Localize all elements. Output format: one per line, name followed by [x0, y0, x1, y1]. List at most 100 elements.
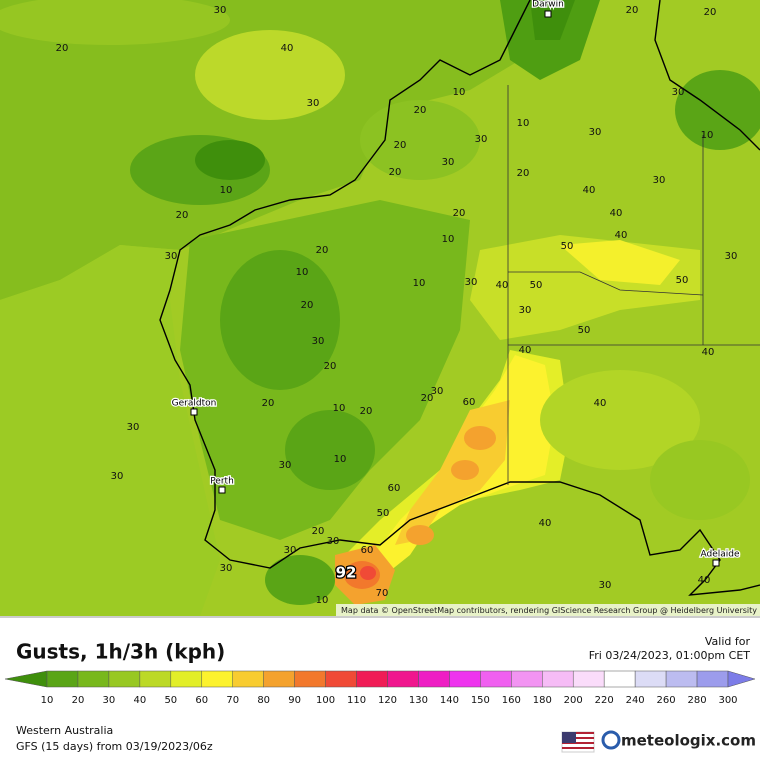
- contour-label: 50: [676, 275, 689, 286]
- contour-label: 30: [284, 545, 297, 556]
- colorbar-tick-label: 20: [72, 695, 85, 706]
- contour-label: 50: [377, 508, 390, 519]
- contour-label: 30: [279, 460, 292, 471]
- contour-label: 40: [519, 345, 532, 356]
- contour-label: 20: [56, 43, 69, 54]
- contour-label: 30: [599, 580, 612, 591]
- contour-label: 30: [431, 386, 444, 397]
- colorbar-tick-label: 200: [564, 695, 583, 706]
- contour-label: 30: [165, 251, 178, 262]
- colorbar-swatch: [480, 670, 512, 688]
- contour-label: 30: [589, 127, 602, 138]
- model-run: GFS (15 days) from 03/19/2023/06z: [16, 740, 213, 753]
- colorbar-arrow: [4, 670, 48, 688]
- colorbar-tick-label: 10: [41, 695, 54, 706]
- contour-label: 40: [496, 280, 509, 291]
- city-label: Geraldton: [172, 399, 217, 409]
- contour-label: 30: [653, 175, 666, 186]
- colorbar-tick-label: 220: [595, 695, 614, 706]
- city-label: Adelaide: [700, 550, 739, 560]
- colorbar-tick-label: 260: [657, 695, 676, 706]
- city-marker: [190, 408, 198, 416]
- contour-label: 92: [336, 564, 357, 582]
- contour-label: 30: [312, 336, 325, 347]
- contour-label: 60: [388, 483, 401, 494]
- state-borders: [507, 85, 760, 485]
- contour-label: 30: [111, 471, 124, 482]
- colorbar-swatch: [572, 670, 605, 688]
- contour-label: 10: [316, 595, 329, 606]
- contour-label: 50: [561, 241, 574, 252]
- attribution: Map data © OpenStreetMap contributors, r…: [341, 606, 757, 615]
- colorbar-swatch: [696, 670, 729, 688]
- contour-label: 10: [442, 234, 455, 245]
- contour-label: 50: [530, 280, 543, 291]
- flag: [561, 731, 595, 753]
- colorbar-swatch: [356, 670, 388, 688]
- colorbar-swatch: [77, 670, 110, 688]
- contour-labels: 30 20 40 30 10 20 30 10 20 20 30 20 20 30 30 30 10 20 20 30…: [56, 5, 738, 606]
- contour-label: 60: [463, 397, 476, 408]
- colorbar-tick-label: 300: [718, 695, 737, 706]
- field-shapes: [0, 0, 760, 605]
- colorbar-swatch: [387, 670, 419, 688]
- colorbar-tick-label: 240: [626, 695, 645, 706]
- contour-label: 20: [394, 140, 407, 151]
- colorbar-tick-label: 60: [195, 695, 208, 706]
- colorbar-swatch: [201, 670, 233, 688]
- colorbar-swatch: [170, 670, 203, 688]
- colorbar-swatch: [449, 670, 481, 688]
- contour-label: 70: [376, 588, 389, 599]
- colorbar-tick-label: 30: [103, 695, 116, 706]
- colorbar-swatch: [542, 670, 574, 688]
- colorbar-swatch: [418, 670, 450, 688]
- contour-label: 40: [702, 347, 715, 358]
- contour-label: 20: [453, 208, 466, 219]
- map: Darwin Geraldton Perth Adelaide 30 20 40 30 10 2…: [0, 0, 760, 616]
- city-label: Darwin: [532, 0, 564, 10]
- contour-label: 30: [220, 563, 233, 574]
- contour-label: 30: [214, 5, 227, 16]
- valid-time: Fri 03/24/2023, 01:00pm CET: [589, 649, 751, 662]
- colorbar-tick-label: 150: [471, 695, 490, 706]
- colorbar-swatch: [263, 670, 295, 688]
- contour-label: 40: [594, 398, 607, 409]
- legend-title: Gusts, 1h/3h (kph): [16, 640, 225, 664]
- contour-label: 20: [301, 300, 314, 311]
- colorbar-swatch: [294, 670, 326, 688]
- contour-label: 50: [578, 325, 591, 336]
- colorbar-swatch: [511, 670, 543, 688]
- contour-label: 30: [519, 305, 532, 316]
- colorbar-tick-label: 280: [687, 695, 706, 706]
- city-marker: [712, 559, 720, 567]
- contour-label: 20: [704, 7, 717, 18]
- colorbar-arrow: [727, 670, 756, 688]
- colorbar-tick-label: 110: [347, 695, 366, 706]
- colorbar-swatch: [603, 670, 636, 688]
- contour-label: 40: [615, 230, 628, 241]
- colorbar: 10 20 30 40 50 60 70 80 90 100 110 120 130 140 150 160 1…: [4, 670, 756, 706]
- contour-label: 20: [312, 526, 325, 537]
- contour-label: 20: [414, 105, 427, 116]
- colorbar-tick-label: 40: [133, 695, 146, 706]
- contour-label: 40: [281, 43, 294, 54]
- contour-label: 30: [307, 98, 320, 109]
- colorbar-swatch: [634, 670, 667, 688]
- colorbar-tick-label: 70: [226, 695, 239, 706]
- brand[interactable]: meteologix.com: [621, 732, 756, 750]
- contour-label: 40: [583, 185, 596, 196]
- brand-logo: [601, 730, 621, 750]
- contour-label: 10: [517, 118, 530, 129]
- contour-label: 30: [725, 251, 738, 262]
- colorbar-tick-label: 160: [502, 695, 521, 706]
- contour-label: 40: [539, 518, 552, 529]
- city-label: Perth: [210, 477, 234, 487]
- colorbar-swatch: [325, 670, 357, 688]
- contour-label: 30: [672, 87, 685, 98]
- contour-label: 20: [316, 245, 329, 256]
- contour-label: 30: [127, 422, 140, 433]
- colorbar-tick-label: 130: [409, 695, 428, 706]
- colorbar-swatch: [665, 670, 698, 688]
- contour-label: 40: [610, 208, 623, 219]
